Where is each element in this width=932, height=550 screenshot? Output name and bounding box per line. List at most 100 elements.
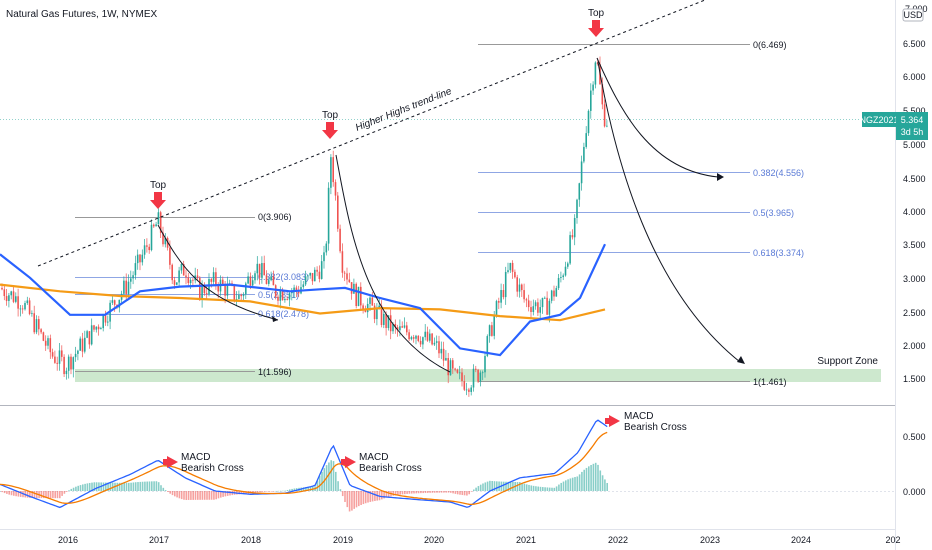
time-label-2025: 202	[885, 535, 900, 545]
candle-body	[79, 338, 81, 351]
histogram-bar	[284, 490, 286, 492]
histogram-bar	[107, 482, 109, 491]
projection-curves	[157, 57, 741, 373]
histogram-bar	[321, 471, 323, 491]
candle-body	[472, 368, 475, 388]
candle-body	[102, 314, 104, 329]
candle-body	[215, 272, 217, 286]
candle-body	[573, 218, 576, 238]
histogram-bar	[146, 481, 148, 491]
fib-1-level-500: 0.5(2.851)	[258, 290, 299, 300]
candle-body	[95, 326, 98, 330]
candle-body	[477, 369, 479, 382]
candle-body	[157, 212, 160, 225]
candle-body	[426, 331, 429, 341]
histogram-bar	[383, 491, 385, 499]
histogram-bar	[452, 491, 454, 494]
candle-body	[10, 291, 12, 296]
candle-body	[449, 360, 452, 376]
price-pane[interactable]	[0, 0, 895, 405]
histogram-bar	[208, 491, 211, 500]
candle-body	[263, 263, 265, 276]
histogram-bar	[49, 491, 52, 499]
candle-body	[481, 372, 484, 374]
histogram-bar	[19, 491, 22, 497]
candle-body	[424, 331, 426, 338]
histogram-bar	[174, 491, 176, 497]
candle-body	[408, 332, 410, 340]
histogram-bar	[243, 491, 245, 494]
candle-body	[527, 300, 530, 308]
histogram-bar	[215, 491, 217, 500]
candle-body	[42, 332, 45, 341]
candle-body	[226, 284, 229, 296]
histogram-bar	[337, 481, 339, 491]
candle-body	[484, 355, 486, 373]
candle-body	[84, 337, 86, 352]
price-label-3000: 3.000	[903, 274, 926, 284]
candle-body	[17, 296, 19, 309]
candle-body	[569, 235, 571, 264]
candle-body	[603, 104, 606, 127]
histogram-bar	[183, 491, 185, 500]
candle-body	[171, 264, 173, 281]
candle-body	[33, 313, 35, 333]
histogram-bar	[431, 491, 434, 493]
candle-body	[364, 309, 367, 313]
top-label-2: Top	[322, 110, 339, 121]
histogram-bar	[190, 491, 192, 500]
candle-body	[249, 276, 252, 286]
candle-body	[258, 263, 261, 278]
macd-pane[interactable]	[0, 406, 895, 529]
histogram-bar	[88, 482, 91, 491]
histogram-bar	[440, 491, 443, 493]
histogram-bar	[157, 482, 160, 491]
histogram-bar	[56, 491, 59, 499]
histogram-bar	[537, 486, 539, 491]
histogram-bar	[59, 491, 61, 499]
candle-body	[8, 295, 10, 302]
candle-body	[373, 305, 376, 320]
histogram-bar	[562, 481, 565, 491]
histogram-bar	[17, 491, 20, 497]
histogram-bar	[238, 491, 240, 495]
candle-body	[493, 316, 495, 336]
candle-body	[396, 327, 399, 331]
top-label-1: Top	[150, 180, 167, 191]
histogram-bar	[307, 486, 309, 491]
candle-body	[28, 300, 31, 314]
histogram-bar	[10, 491, 13, 496]
time-axis[interactable]: 2016 2017 2018 2019 2020 2021 2022 2023 …	[58, 535, 901, 545]
histogram-bar	[397, 491, 399, 495]
histogram-bar	[199, 491, 201, 500]
candle-body	[415, 335, 417, 339]
histogram-bar	[6, 491, 8, 494]
candle-body	[307, 275, 309, 277]
histogram-bar	[293, 488, 296, 491]
histogram-bar	[438, 491, 441, 493]
candle-body	[369, 297, 371, 304]
candle-body	[440, 348, 443, 354]
histogram-bar	[525, 484, 528, 491]
candle-body	[31, 313, 33, 315]
candle-body	[500, 290, 502, 303]
candle-body	[555, 288, 558, 297]
macd-label-1-line2: Bearish Cross	[181, 463, 244, 474]
candle-body	[530, 307, 532, 312]
price-axis[interactable]: 7.000 USD 6.500 6.000 5.500 5.000 4.500 …	[896, 0, 932, 530]
histogram-bar	[153, 481, 155, 491]
candle-body	[403, 325, 406, 328]
histogram-bar	[443, 491, 445, 493]
candle-body	[176, 282, 178, 285]
time-label-2020: 2020	[424, 535, 444, 545]
candle-body	[348, 279, 351, 283]
candle-body	[325, 243, 328, 253]
macd-histogram	[0, 460, 608, 512]
histogram-bar	[436, 491, 438, 493]
histogram-bar	[551, 487, 553, 491]
histogram-bar	[187, 491, 190, 500]
fib-2-level-0: 0(6.469)	[753, 40, 787, 50]
top-label-3: Top	[588, 8, 605, 19]
macd-label-2-line1: MACD	[359, 452, 388, 463]
